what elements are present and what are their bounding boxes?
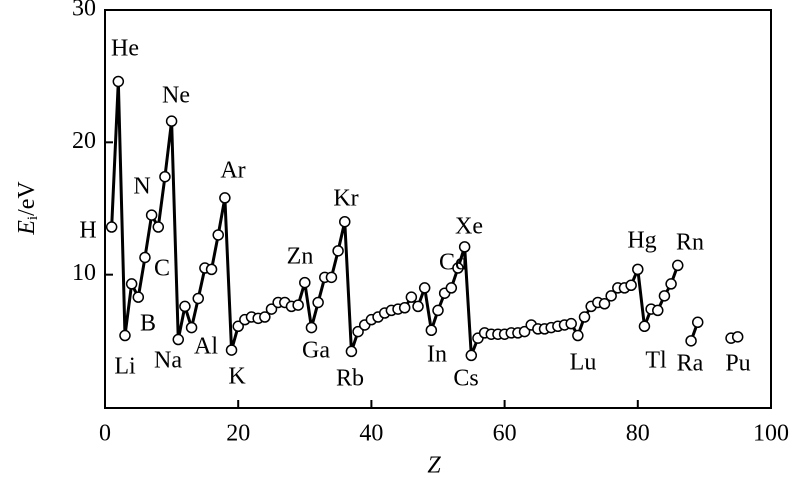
data-point: [405, 291, 418, 303]
data-point: [145, 209, 158, 221]
data-point: [412, 300, 424, 313]
element-label: Pu: [725, 351, 750, 377]
data-point: [112, 75, 125, 88]
element-label: Hg: [627, 228, 656, 254]
data-point: [172, 333, 185, 346]
element-label: Tl: [645, 348, 667, 374]
data-point: [638, 320, 651, 333]
data-point: [332, 245, 344, 257]
element-label: N: [133, 174, 150, 200]
data-point: [132, 291, 145, 303]
data-point: [219, 192, 231, 204]
data-point: [305, 321, 318, 334]
data-point: [105, 221, 118, 233]
data-point: [572, 329, 584, 342]
data-point: [672, 259, 684, 272]
data-point: [165, 115, 178, 127]
element-label: K: [228, 364, 246, 390]
x-tick-label: 0: [99, 421, 111, 447]
data-point: [185, 321, 198, 334]
x-tick-label: 60: [493, 421, 517, 447]
y-tick-label: 20: [72, 128, 96, 154]
x-axis-label: Z: [427, 453, 441, 479]
element-label: He: [111, 36, 139, 62]
plot-frame: [104, 9, 772, 409]
data-point: [445, 282, 458, 294]
data-point: [312, 296, 324, 309]
data-point: [565, 317, 577, 330]
data-line: [110, 79, 738, 357]
data-point: [125, 278, 138, 290]
element-label: Li: [114, 354, 136, 380]
data-point: [232, 320, 244, 333]
data-point: [339, 215, 351, 228]
data-point: [159, 170, 171, 183]
data-point: [299, 276, 311, 289]
data-point: [518, 325, 531, 338]
element-label: Na: [154, 348, 182, 374]
data-point: [205, 263, 218, 276]
data-point: [265, 303, 278, 315]
y-axis-label: Ei/eV: [14, 181, 42, 236]
element-label: Ga: [302, 338, 330, 364]
element-label: Zn: [287, 244, 314, 270]
data-point: [598, 298, 611, 310]
element-label: Ra: [677, 351, 704, 377]
data-point: [152, 221, 165, 233]
data-point: [179, 300, 191, 313]
y-tick-label: 30: [72, 0, 96, 22]
x-tick-label: 80: [626, 421, 650, 447]
data-point: [652, 304, 664, 317]
element-label: Xe: [455, 214, 483, 240]
element-label: Al: [194, 334, 218, 360]
x-tick-label: 100: [753, 421, 789, 447]
element-label: Rb: [336, 366, 364, 392]
element-label: Lu: [570, 350, 597, 376]
data-point: [352, 325, 364, 338]
data-point: [658, 290, 671, 302]
data-point: [425, 324, 438, 336]
element-label: Cs: [453, 366, 478, 392]
element-label: Rn: [676, 230, 704, 256]
data-point: [212, 229, 224, 241]
element-label: B: [140, 311, 156, 337]
data-point: [465, 349, 478, 362]
data-point: [259, 311, 271, 323]
data-point: [418, 282, 431, 294]
element-label: In: [427, 342, 447, 368]
data-point: [632, 263, 644, 276]
data-point: [691, 316, 704, 329]
x-tick-label: 20: [226, 421, 250, 447]
data-point: [398, 302, 411, 314]
data-point: [625, 279, 637, 292]
y-label-symbol: E: [14, 220, 40, 236]
element-label: Ar: [220, 158, 245, 184]
element-label: H: [79, 218, 96, 244]
data-point: [139, 251, 151, 264]
element-label: Kr: [333, 186, 358, 212]
y-tick-label: 10: [72, 260, 96, 286]
data-point: [432, 304, 444, 317]
data-point: [452, 262, 464, 274]
element-label: C: [154, 256, 170, 282]
element-label: Cd: [439, 250, 467, 276]
data-point: [292, 299, 304, 311]
data-point: [605, 290, 617, 302]
data-point: [685, 335, 697, 347]
x-tick-label: 40: [359, 421, 383, 447]
y-label-subscript: i: [25, 216, 41, 220]
data-point: [458, 241, 471, 253]
data-point: [665, 278, 677, 290]
data-point: [325, 271, 338, 284]
element-label: Ne: [162, 83, 190, 109]
y-label-unit: /eV: [14, 181, 40, 216]
data-point: [192, 292, 204, 305]
data-point: [578, 311, 591, 323]
data-point: [345, 345, 358, 358]
data-point: [119, 329, 131, 342]
data-point: [225, 344, 238, 356]
data-point: [731, 331, 744, 343]
